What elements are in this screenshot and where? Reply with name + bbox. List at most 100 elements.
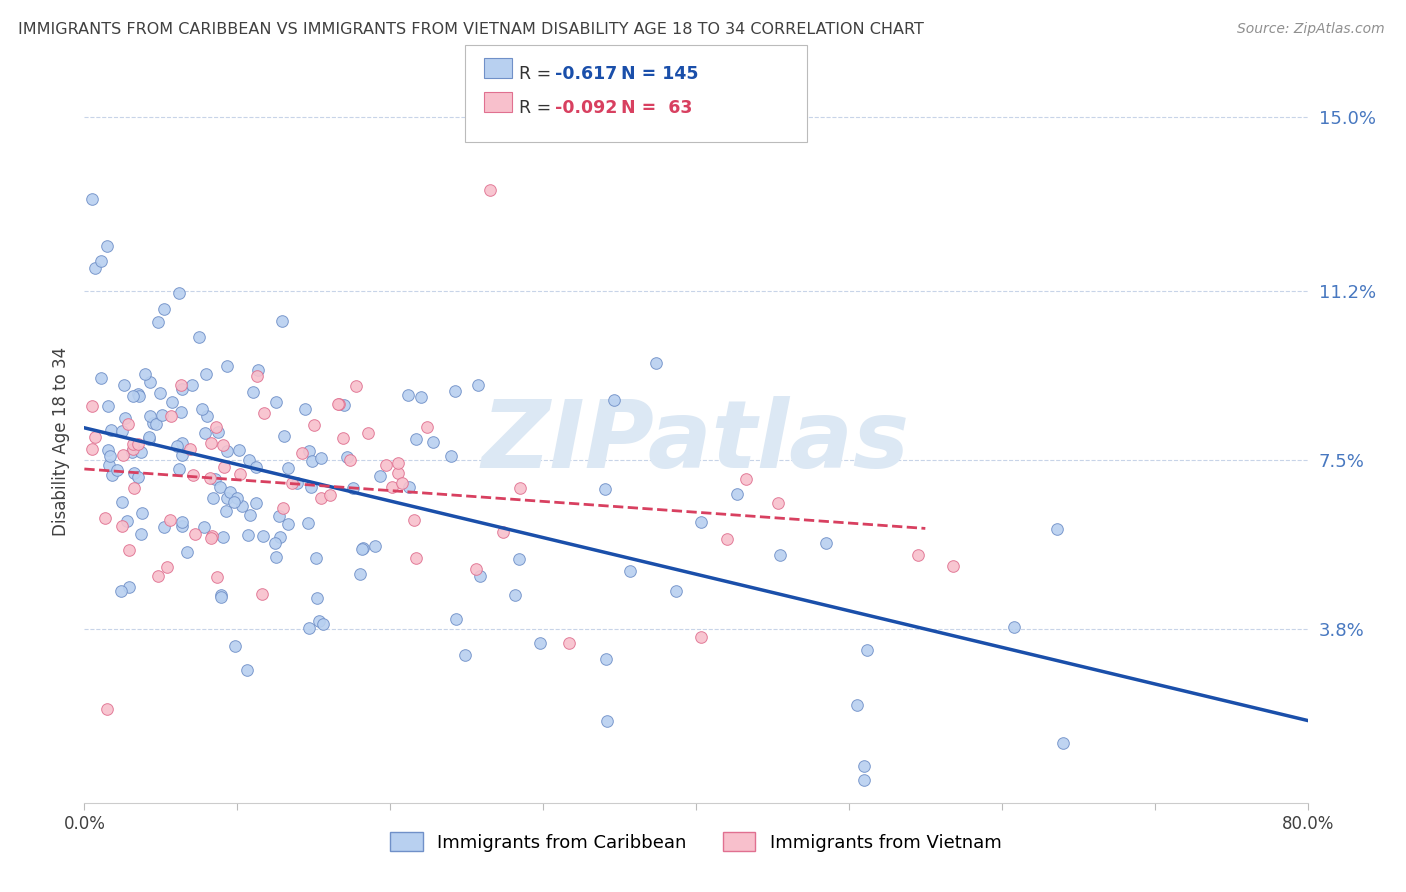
Point (111, 519, 134, 533)
Point (98, 458, 121, 473)
Point (277, 516, 299, 531)
Point (381, 480, 404, 494)
Point (117, 514, 139, 528)
Point (492, 524, 515, 539)
Point (224, 494, 246, 508)
Point (117, 417, 139, 432)
Text: -0.092: -0.092 (555, 99, 617, 117)
Point (97, 443, 120, 458)
Point (145, 417, 167, 432)
Point (194, 425, 217, 440)
Text: -0.617: -0.617 (555, 65, 617, 83)
Point (308, 615, 330, 629)
Point (405, 550, 427, 565)
Point (127, 470, 149, 484)
Point (277, 460, 299, 475)
Y-axis label: Disability Age 18 to 34: Disability Age 18 to 34 (52, 347, 70, 536)
Text: ZIPatlas: ZIPatlas (482, 395, 910, 488)
Point (111, 495, 134, 509)
Point (98, 449, 121, 463)
Point (100, 423, 122, 437)
Point (170, 378, 193, 392)
Point (271, 501, 294, 516)
Point (503, 588, 526, 602)
Point (172, 382, 194, 396)
Point (319, 488, 342, 502)
Point (942, 559, 965, 574)
Point (153, 301, 176, 316)
Point (200, 531, 222, 545)
Point (96, 239, 118, 253)
Point (326, 397, 349, 411)
Point (218, 484, 240, 499)
Point (228, 442, 250, 457)
Point (339, 453, 361, 467)
Point (242, 384, 264, 399)
Point (309, 491, 332, 506)
Point (209, 591, 232, 605)
Point (509, 481, 531, 495)
Point (84, 261, 107, 276)
Point (422, 435, 444, 450)
Point (558, 636, 581, 650)
Point (167, 286, 190, 301)
Point (405, 433, 427, 447)
Point (112, 378, 135, 392)
Point (131, 506, 153, 520)
Point (170, 448, 193, 462)
Point (245, 496, 267, 510)
Point (396, 387, 419, 401)
Point (725, 487, 748, 501)
Point (1002, 620, 1025, 634)
Point (264, 395, 287, 409)
Point (336, 450, 359, 464)
Point (214, 504, 236, 518)
Point (245, 460, 267, 475)
Point (734, 472, 756, 486)
Point (235, 663, 257, 677)
Point (269, 509, 291, 524)
Point (224, 639, 246, 653)
Point (1046, 522, 1069, 536)
Legend: Immigrants from Caribbean, Immigrants from Vietnam: Immigrants from Caribbean, Immigrants fr… (384, 825, 1008, 859)
Point (82, 192, 104, 206)
Point (212, 438, 235, 452)
Point (444, 384, 467, 398)
Point (111, 448, 134, 462)
Point (387, 456, 409, 470)
Point (298, 444, 321, 458)
Point (122, 436, 145, 450)
Text: N =  63: N = 63 (621, 99, 693, 117)
Point (595, 652, 617, 666)
Point (122, 389, 145, 403)
Point (193, 520, 215, 534)
Point (467, 377, 489, 392)
Point (215, 491, 238, 505)
Point (690, 515, 713, 529)
Point (398, 480, 420, 494)
Point (271, 314, 294, 328)
Point (207, 425, 229, 440)
Point (478, 183, 501, 197)
Point (111, 424, 134, 438)
Point (305, 591, 328, 606)
Point (179, 442, 201, 456)
Point (470, 569, 492, 583)
Point (344, 378, 367, 392)
Point (285, 476, 308, 491)
Point (118, 580, 141, 594)
Point (200, 436, 222, 450)
Point (766, 496, 789, 510)
Point (815, 536, 838, 550)
Point (444, 612, 467, 626)
Text: N = 145: N = 145 (621, 65, 699, 83)
Point (716, 533, 738, 547)
Point (291, 445, 314, 459)
Point (529, 636, 551, 650)
Point (142, 416, 165, 430)
Point (128, 389, 150, 403)
Point (264, 536, 287, 550)
Point (93, 510, 115, 524)
Point (229, 467, 252, 481)
Point (194, 367, 217, 381)
